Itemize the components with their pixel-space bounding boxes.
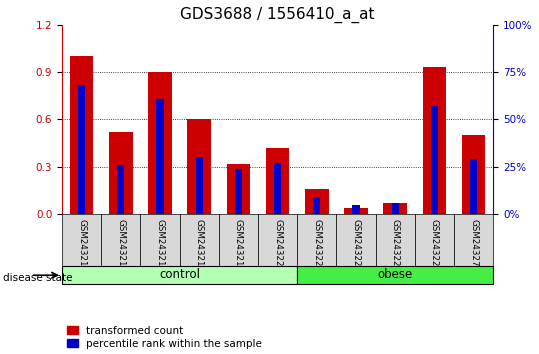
Bar [101,214,140,267]
Bar [297,214,336,267]
Bar [78,85,85,214]
Bar [297,267,493,284]
Bar [188,119,211,214]
Bar [156,99,163,214]
Bar [219,214,258,267]
Bar [196,157,203,214]
Bar [226,164,250,214]
Bar [140,214,179,267]
Bar [454,214,493,267]
Bar [470,159,477,214]
Bar [383,203,407,214]
Bar [392,203,399,214]
Text: GSM243220: GSM243220 [273,219,282,273]
Bar [344,208,368,214]
Bar [258,214,297,267]
Bar [431,106,438,214]
Bar [235,169,242,214]
Bar [313,197,320,214]
Bar [336,214,376,267]
Bar [62,267,297,284]
Text: GSM243219: GSM243219 [234,219,243,273]
Bar [274,163,281,214]
Text: control: control [159,268,200,281]
Bar [62,214,101,267]
Bar [118,165,125,214]
Text: GSM243227: GSM243227 [391,219,400,273]
Bar [462,135,485,214]
Bar [423,67,446,214]
Text: GSM243275: GSM243275 [469,219,478,273]
Text: GSM243218: GSM243218 [195,219,204,273]
Bar [305,189,329,214]
Text: disease state: disease state [3,273,72,283]
Text: GSM243225: GSM243225 [312,219,321,273]
Title: GDS3688 / 1556410_a_at: GDS3688 / 1556410_a_at [181,7,375,23]
Bar [353,205,360,214]
Bar [376,214,415,267]
Text: GSM243228: GSM243228 [430,219,439,273]
Text: GSM243217: GSM243217 [155,219,164,273]
Bar [415,214,454,267]
Text: GSM243226: GSM243226 [351,219,361,273]
Bar [70,56,93,214]
Bar [266,148,289,214]
Text: GSM243215: GSM243215 [77,219,86,273]
Bar [109,132,133,214]
Text: obese: obese [377,268,413,281]
Legend: transformed count, percentile rank within the sample: transformed count, percentile rank withi… [67,326,262,349]
Bar [179,214,219,267]
Text: GSM243216: GSM243216 [116,219,125,273]
Bar [148,72,172,214]
